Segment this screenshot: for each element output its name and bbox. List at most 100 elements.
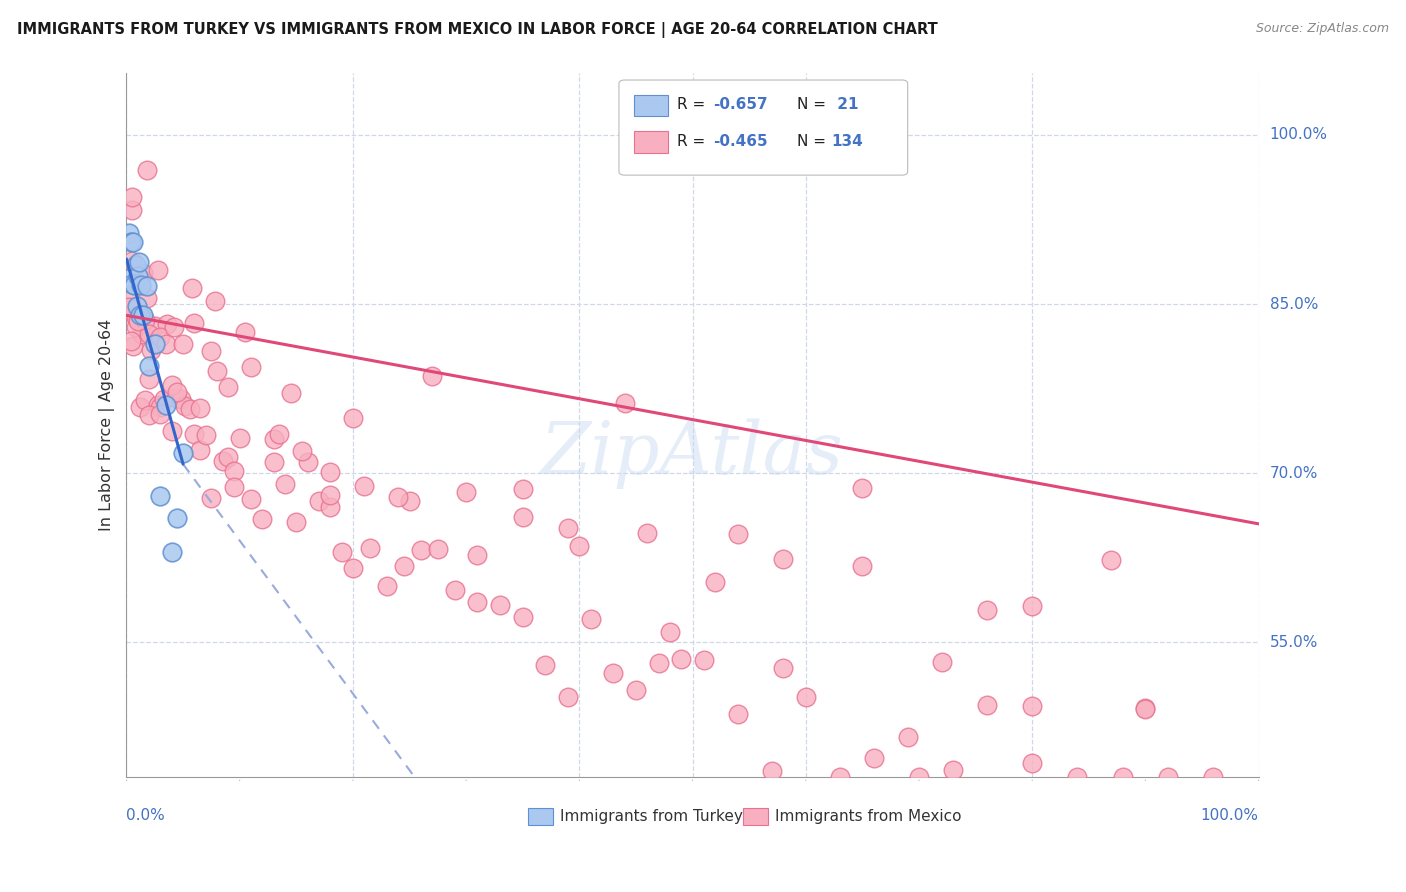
Text: 85.0%: 85.0%	[1270, 296, 1317, 311]
Point	[319, 488, 342, 502]
Point	[132, 308, 155, 322]
Text: Immigrants from Mexico: Immigrants from Mexico	[775, 809, 962, 823]
Text: R =: R =	[676, 97, 710, 112]
Text: -0.465: -0.465	[713, 134, 768, 149]
Point	[129, 277, 152, 292]
Point	[120, 292, 142, 306]
Point	[392, 558, 415, 573]
Point	[398, 494, 420, 508]
Point	[319, 465, 342, 479]
Point	[1066, 771, 1088, 785]
Point	[1099, 552, 1122, 566]
Point	[671, 652, 693, 666]
Bar	[634, 95, 668, 116]
Point	[794, 690, 817, 704]
Point	[636, 526, 658, 541]
Point	[467, 548, 489, 562]
Point	[138, 372, 160, 386]
Point	[138, 359, 160, 373]
Point	[704, 574, 727, 589]
Point	[269, 426, 291, 441]
Point	[217, 450, 239, 465]
Point	[557, 521, 579, 535]
Point	[252, 512, 274, 526]
Point	[263, 433, 285, 447]
Text: IMMIGRANTS FROM TURKEY VS IMMIGRANTS FROM MEXICO IN LABOR FORCE | AGE 20-64 CORR: IMMIGRANTS FROM TURKEY VS IMMIGRANTS FRO…	[17, 22, 938, 38]
Point	[118, 303, 141, 318]
Text: 100.0%: 100.0%	[1270, 128, 1327, 143]
Point	[308, 494, 330, 508]
Point	[1135, 701, 1157, 715]
Point	[200, 343, 222, 358]
Point	[772, 552, 794, 566]
Bar	[634, 131, 668, 153]
Point	[134, 393, 156, 408]
Point	[149, 489, 172, 503]
Point	[155, 336, 177, 351]
Point	[181, 281, 204, 295]
Point	[1135, 702, 1157, 716]
Point	[179, 402, 201, 417]
Point	[851, 481, 873, 495]
Point	[240, 360, 263, 375]
Point	[149, 400, 172, 414]
Point	[222, 464, 245, 478]
Point	[568, 539, 591, 553]
Point	[456, 485, 478, 500]
Point	[127, 313, 149, 327]
Point	[135, 163, 157, 178]
Point	[143, 318, 166, 333]
Point	[828, 771, 851, 785]
Point	[204, 293, 226, 308]
Point	[146, 262, 169, 277]
Point	[976, 698, 998, 712]
Point	[342, 410, 364, 425]
Point	[727, 707, 749, 722]
Point	[426, 542, 449, 557]
Point	[1021, 599, 1043, 614]
Point	[217, 380, 239, 394]
Point	[124, 320, 146, 334]
Y-axis label: In Labor Force | Age 20-64: In Labor Force | Age 20-64	[100, 319, 115, 532]
Point	[160, 378, 183, 392]
Point	[375, 579, 398, 593]
Point	[143, 336, 166, 351]
Point	[1021, 698, 1043, 713]
Text: R =: R =	[676, 134, 710, 149]
Point	[291, 444, 314, 458]
Point	[135, 291, 157, 305]
Point	[772, 660, 794, 674]
Point	[121, 203, 143, 218]
Point	[693, 652, 716, 666]
Point	[1021, 756, 1043, 770]
Point	[1157, 771, 1180, 785]
Point	[489, 598, 512, 612]
Point	[263, 455, 285, 469]
Point	[233, 325, 256, 339]
Text: 0.0%: 0.0%	[127, 808, 166, 823]
Point	[512, 482, 534, 496]
Point	[976, 603, 998, 617]
Point	[188, 442, 211, 457]
Point	[122, 235, 145, 249]
Point	[170, 392, 193, 406]
Point	[222, 480, 245, 494]
Point	[862, 751, 884, 765]
Text: N =: N =	[797, 134, 831, 149]
Point	[274, 476, 297, 491]
Point	[342, 560, 364, 574]
Text: N =: N =	[797, 97, 831, 112]
Point	[129, 400, 152, 414]
Point	[124, 277, 146, 292]
Point	[512, 609, 534, 624]
Text: 100.0%: 100.0%	[1201, 808, 1258, 823]
Point	[127, 313, 149, 327]
Bar	[744, 808, 769, 825]
Point	[172, 337, 194, 351]
Point	[131, 327, 153, 342]
Text: 134: 134	[832, 134, 863, 149]
Text: Immigrants from Turkey: Immigrants from Turkey	[560, 809, 742, 823]
Text: -0.657: -0.657	[713, 97, 768, 112]
Point	[931, 655, 953, 669]
Point	[194, 427, 217, 442]
